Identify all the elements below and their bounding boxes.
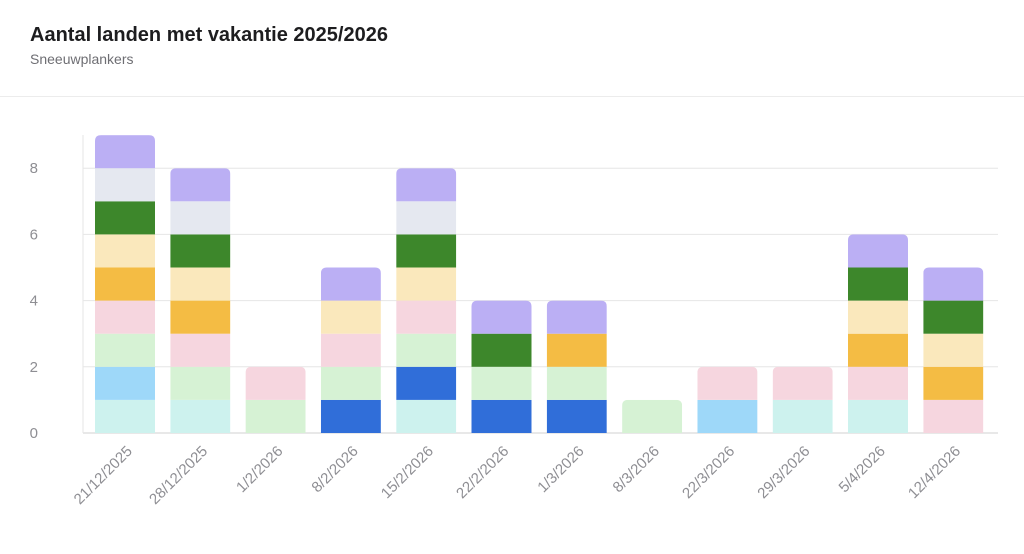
y-tick-label: 4	[30, 293, 38, 310]
x-tick-label: 1/3/2026	[534, 443, 587, 496]
bar-segment	[396, 168, 457, 202]
bar-segment	[170, 399, 231, 433]
bar-segment	[848, 300, 908, 334]
bar-segment	[848, 234, 908, 268]
chart-subtitle: Sneeuwplankers	[30, 51, 134, 67]
bar-segment	[95, 135, 155, 169]
bar-segment	[396, 300, 457, 334]
bar-segment	[245, 366, 306, 400]
bar-segment	[95, 168, 155, 202]
bar-segment	[396, 333, 457, 367]
divider	[0, 96, 1024, 97]
bar-segment	[546, 366, 607, 400]
y-tick-label: 6	[30, 226, 38, 243]
bar-segment	[848, 399, 908, 433]
bar-segment	[697, 366, 758, 400]
bar-segment	[320, 366, 381, 400]
bar-segment	[170, 366, 231, 400]
bar-segment	[697, 399, 758, 433]
bar-segment	[95, 399, 155, 433]
bar-segment	[95, 201, 155, 235]
bar-segment	[848, 366, 908, 400]
bar-segment	[170, 168, 231, 202]
bar-segment	[923, 300, 984, 334]
bar-segment	[95, 234, 155, 268]
bar-segment	[396, 399, 457, 433]
bar-segment	[471, 300, 532, 334]
y-tick-label: 8	[30, 160, 38, 177]
bar-segment	[772, 399, 833, 433]
bar-segment	[772, 366, 833, 400]
x-tick-label: 29/3/2026	[754, 443, 813, 502]
bar-segment	[471, 366, 532, 400]
bar-segment	[320, 267, 381, 301]
bar-segment	[848, 333, 908, 367]
bar-segment	[170, 201, 231, 235]
bar-segment	[245, 399, 306, 433]
bar-segment	[923, 267, 984, 301]
bar-segment	[170, 300, 231, 334]
bar-segment	[170, 333, 231, 367]
x-tick-label: 8/2/2026	[308, 443, 361, 496]
x-tick-label: 5/4/2026	[836, 443, 889, 496]
bar-segment	[546, 300, 607, 334]
bar-segment	[923, 366, 984, 400]
bar-segment	[396, 201, 457, 235]
x-tick-label: 21/12/2025	[71, 443, 136, 508]
x-tick-label: 15/2/2026	[378, 443, 437, 502]
bar-segment	[170, 267, 231, 301]
bar-segment	[396, 267, 457, 301]
bar-segment	[396, 234, 457, 268]
bar-segment	[471, 333, 532, 367]
y-tick-label: 0	[30, 425, 38, 442]
bar-segment	[622, 399, 683, 433]
x-tick-label: 8/3/2026	[610, 443, 663, 496]
bar-segment	[546, 399, 607, 433]
bar-segment	[546, 333, 607, 367]
bar-segment	[320, 300, 381, 334]
bar-segment	[396, 366, 457, 400]
bar-segment	[923, 399, 984, 433]
bar-segment	[320, 333, 381, 367]
bar-segment	[170, 234, 231, 268]
bar-segment	[848, 267, 908, 301]
x-tick-label: 1/2/2026	[233, 443, 286, 496]
bar-segment	[923, 333, 984, 367]
bar-segment	[95, 300, 155, 334]
bar-segment	[95, 333, 155, 367]
bar-segment	[95, 267, 155, 301]
x-tick-label: 22/3/2026	[679, 443, 738, 502]
x-tick-label: 22/2/2026	[453, 443, 512, 502]
bar-segment	[471, 399, 532, 433]
x-tick-label: 12/4/2026	[905, 443, 964, 502]
bar-segment	[95, 366, 155, 400]
chart-title: Aantal landen met vakantie 2025/2026	[30, 24, 388, 46]
x-tick-label: 28/12/2025	[146, 443, 211, 508]
bar-segment	[320, 399, 381, 433]
y-tick-label: 2	[30, 359, 38, 376]
